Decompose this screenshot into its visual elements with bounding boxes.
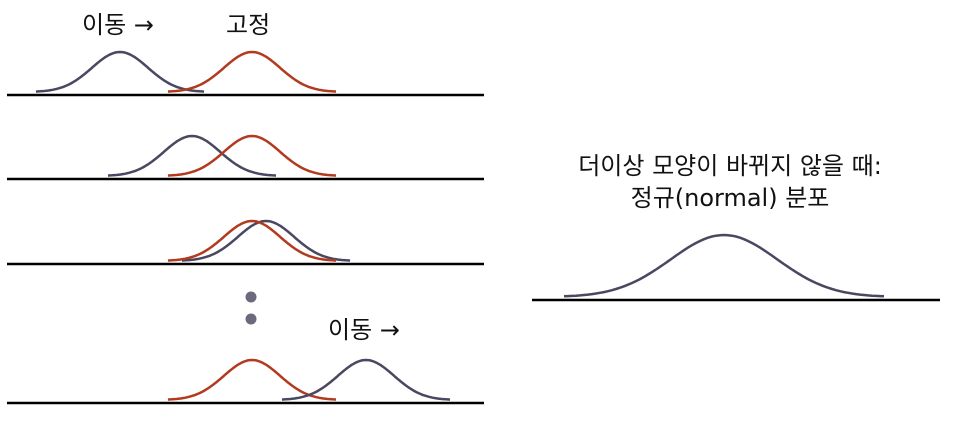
normal-curve — [563, 233, 885, 298]
row-2-moving-curve — [107, 134, 277, 177]
moving-label-top: 이동 → — [82, 11, 154, 39]
fixed-label: 고정 — [226, 11, 271, 39]
row-1 — [7, 50, 484, 97]
caption-line-2: 정규(normal) 분포 — [630, 184, 830, 212]
row-2 — [7, 134, 484, 181]
row-3-fixed-curve — [167, 219, 337, 262]
row-2-fixed-curve — [167, 134, 337, 177]
row-3-moving-curve — [181, 219, 351, 262]
row-3 — [7, 219, 484, 266]
row-1-fixed-curve — [167, 50, 337, 93]
caption-line-1: 더이상 모양이 바뀌지 않을 때: — [578, 152, 882, 180]
moving-label-bottom: 이동 → — [328, 316, 400, 344]
ellipsis-dot-2 — [245, 313, 257, 325]
ellipsis-dot-1 — [245, 291, 257, 303]
row-4 — [7, 358, 484, 405]
row-1-moving-curve — [35, 50, 205, 93]
row-4-moving-curve — [281, 358, 451, 401]
caption: 더이상 모양이 바뀌지 않을 때: 정규(normal) 분포 — [525, 150, 935, 214]
normal-distribution — [532, 233, 940, 302]
